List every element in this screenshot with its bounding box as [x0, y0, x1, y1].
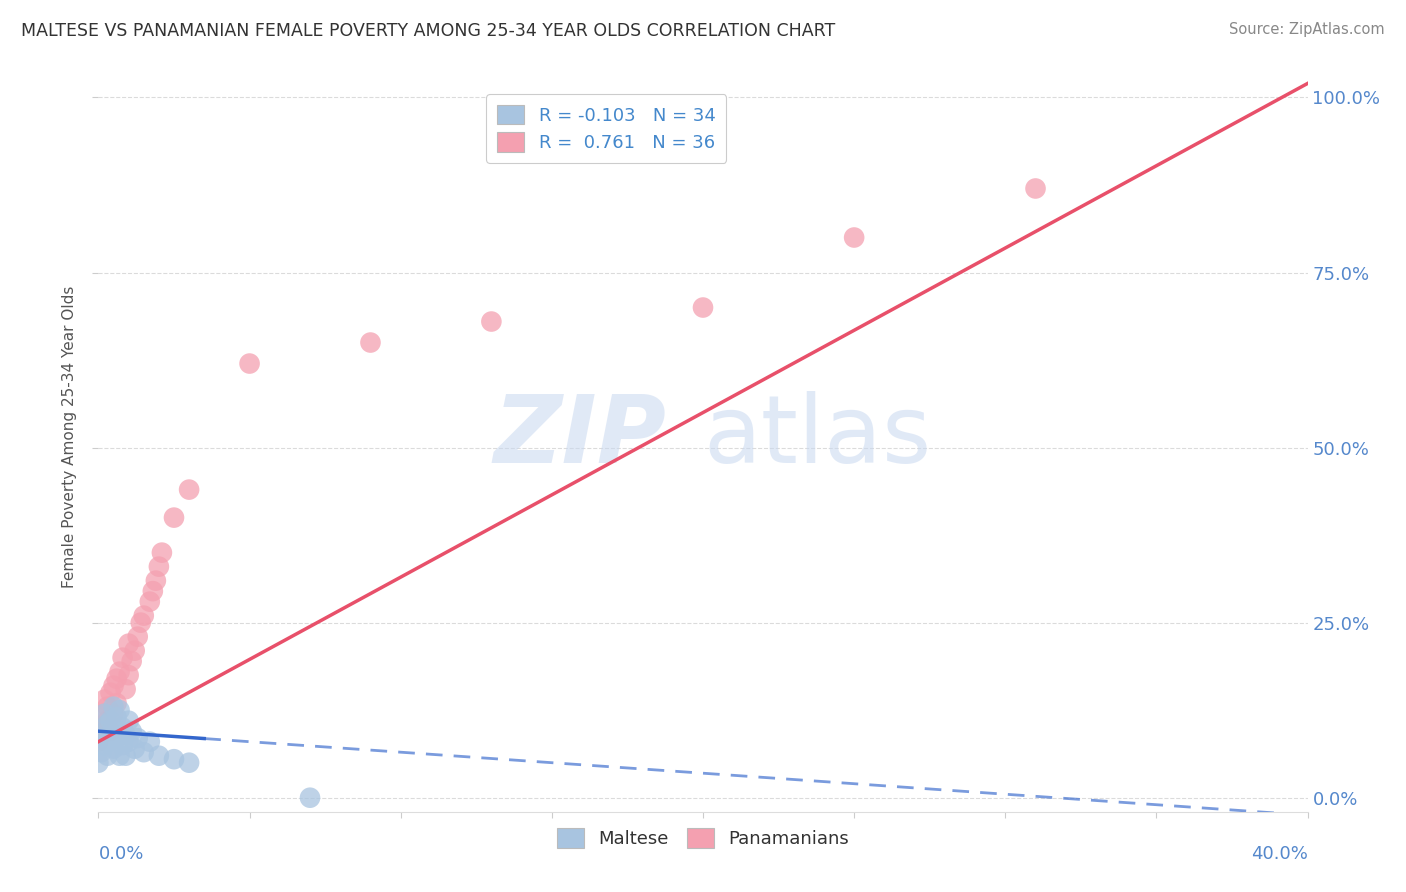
Point [127, 630, 149, 644]
Point [108, 703, 131, 717]
Point [118, 637, 141, 651]
Point [163, 752, 186, 766]
Point [692, 301, 714, 315]
Point [93, 706, 115, 721]
Point [103, 706, 125, 721]
Point [118, 668, 141, 682]
Point [87, 734, 110, 748]
Point [90, 721, 112, 735]
Point [105, 731, 128, 746]
Point [103, 721, 125, 735]
Point [103, 741, 125, 756]
Point [132, 745, 155, 759]
Point [108, 665, 131, 679]
Point [360, 335, 382, 350]
Point [114, 682, 136, 697]
Point [118, 734, 141, 748]
Point [103, 679, 125, 693]
Text: ZIP: ZIP [494, 391, 666, 483]
Point [139, 734, 162, 748]
Point [163, 510, 186, 524]
Point [93, 692, 115, 706]
Text: atlas: atlas [703, 391, 931, 483]
Point [100, 686, 122, 700]
Point [124, 643, 146, 657]
Text: Source: ZipAtlas.com: Source: ZipAtlas.com [1229, 22, 1385, 37]
Point [105, 672, 128, 686]
Point [100, 724, 122, 739]
Point [90, 745, 112, 759]
Point [111, 721, 134, 735]
Point [118, 714, 141, 728]
Point [100, 714, 122, 728]
Point [111, 738, 134, 752]
Point [150, 546, 173, 560]
Point [96, 748, 118, 763]
Point [111, 650, 134, 665]
Point [145, 574, 167, 588]
Point [139, 594, 162, 608]
Y-axis label: Female Poverty Among 25-34 Year Olds: Female Poverty Among 25-34 Year Olds [62, 286, 77, 588]
Point [93, 738, 115, 752]
Point [100, 728, 122, 742]
Point [96, 699, 118, 714]
Text: 0.0%: 0.0% [98, 846, 143, 863]
Point [179, 756, 201, 770]
Point [142, 584, 165, 599]
Point [844, 230, 866, 244]
Point [127, 731, 149, 746]
Point [96, 714, 118, 728]
Point [93, 724, 115, 739]
Point [96, 734, 118, 748]
Point [90, 731, 112, 746]
Point [132, 608, 155, 623]
Point [87, 756, 110, 770]
Point [239, 357, 262, 371]
Point [114, 748, 136, 763]
Point [129, 615, 152, 630]
Point [105, 696, 128, 710]
Point [105, 710, 128, 724]
Legend: Maltese, Panamanians: Maltese, Panamanians [550, 821, 856, 855]
Point [299, 790, 322, 805]
Point [108, 748, 131, 763]
Point [481, 314, 503, 328]
Point [114, 728, 136, 742]
Point [93, 706, 115, 721]
Point [96, 717, 118, 731]
Point [1024, 181, 1046, 195]
Text: 40.0%: 40.0% [1251, 846, 1308, 863]
Point [90, 728, 112, 742]
Point [148, 559, 170, 574]
Point [179, 483, 201, 497]
Point [121, 654, 143, 668]
Point [148, 748, 170, 763]
Point [124, 741, 146, 756]
Text: MALTESE VS PANAMANIAN FEMALE POVERTY AMONG 25-34 YEAR OLDS CORRELATION CHART: MALTESE VS PANAMANIAN FEMALE POVERTY AMO… [21, 22, 835, 40]
Point [121, 724, 143, 739]
Point [108, 724, 131, 739]
Point [103, 699, 125, 714]
